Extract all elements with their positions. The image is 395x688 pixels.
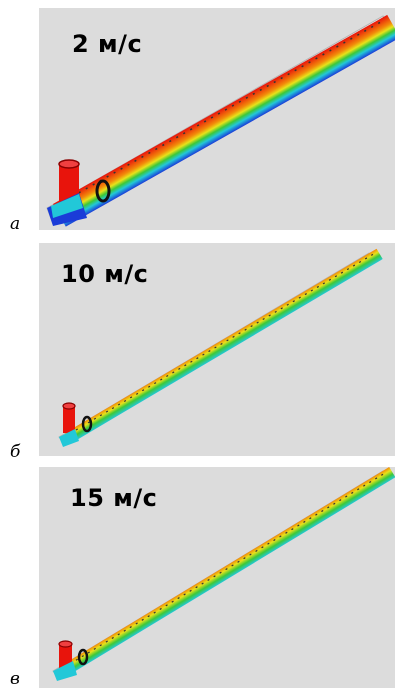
simulation-panel-10ms: 10 м/с xyxy=(39,243,395,456)
speed-label: 2 м/с xyxy=(72,30,143,58)
panel-letter-c: в xyxy=(10,669,20,688)
panel-letter-b: б xyxy=(10,442,21,462)
pipe-flow-visualization xyxy=(58,248,383,447)
speed-label: 10 м/с xyxy=(61,260,149,288)
pipe-flow-visualization xyxy=(52,467,395,681)
simulation-panel-2ms: 2 м/с xyxy=(39,8,395,230)
pipe-flow-visualization xyxy=(46,14,395,227)
panel-letter-a: а xyxy=(10,214,21,234)
speed-label: 15 м/с xyxy=(70,484,158,512)
simulation-panel-15ms: 15 м/с xyxy=(39,467,395,688)
